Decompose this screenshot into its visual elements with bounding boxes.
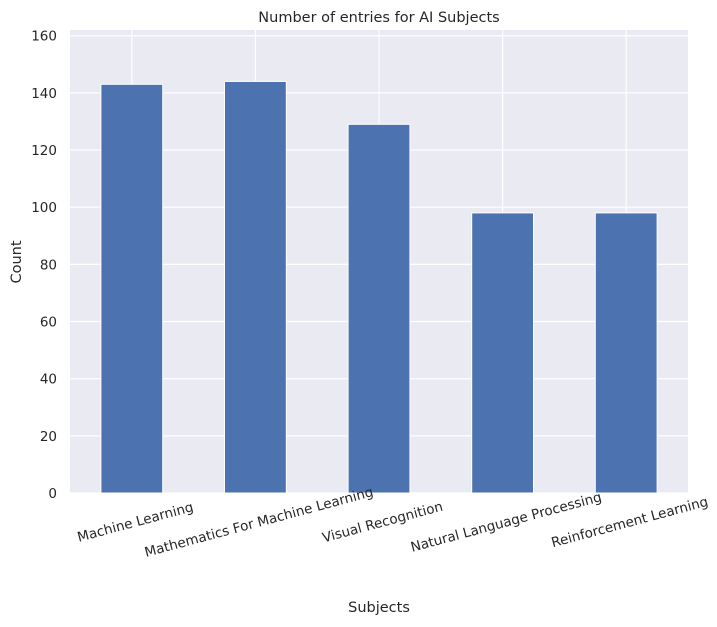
bar [347, 123, 411, 494]
y-axis-label: Count [9, 240, 25, 283]
x-tick-label: Mathematics For Machine Learning [143, 484, 375, 561]
bar [594, 212, 658, 494]
bar [471, 212, 535, 494]
y-tick-label: 120 [31, 143, 57, 159]
chart-title: Number of entries for AI Subjects [258, 10, 499, 26]
x-axis-label: Subjects [348, 600, 410, 616]
y-axis-ticks: 0 20 40 60 80 100 120 140 160 [31, 29, 57, 502]
bar [224, 80, 287, 494]
y-tick-label: 80 [40, 257, 57, 273]
y-tick-label: 60 [40, 315, 57, 331]
bars [100, 80, 658, 494]
bar [100, 83, 164, 494]
y-tick-label: 20 [40, 429, 57, 445]
y-tick-label: 100 [31, 200, 57, 216]
y-tick-label: 0 [48, 486, 57, 502]
y-tick-label: 160 [31, 29, 57, 45]
y-tick-label: 40 [40, 372, 57, 388]
y-tick-label: 140 [31, 86, 57, 102]
